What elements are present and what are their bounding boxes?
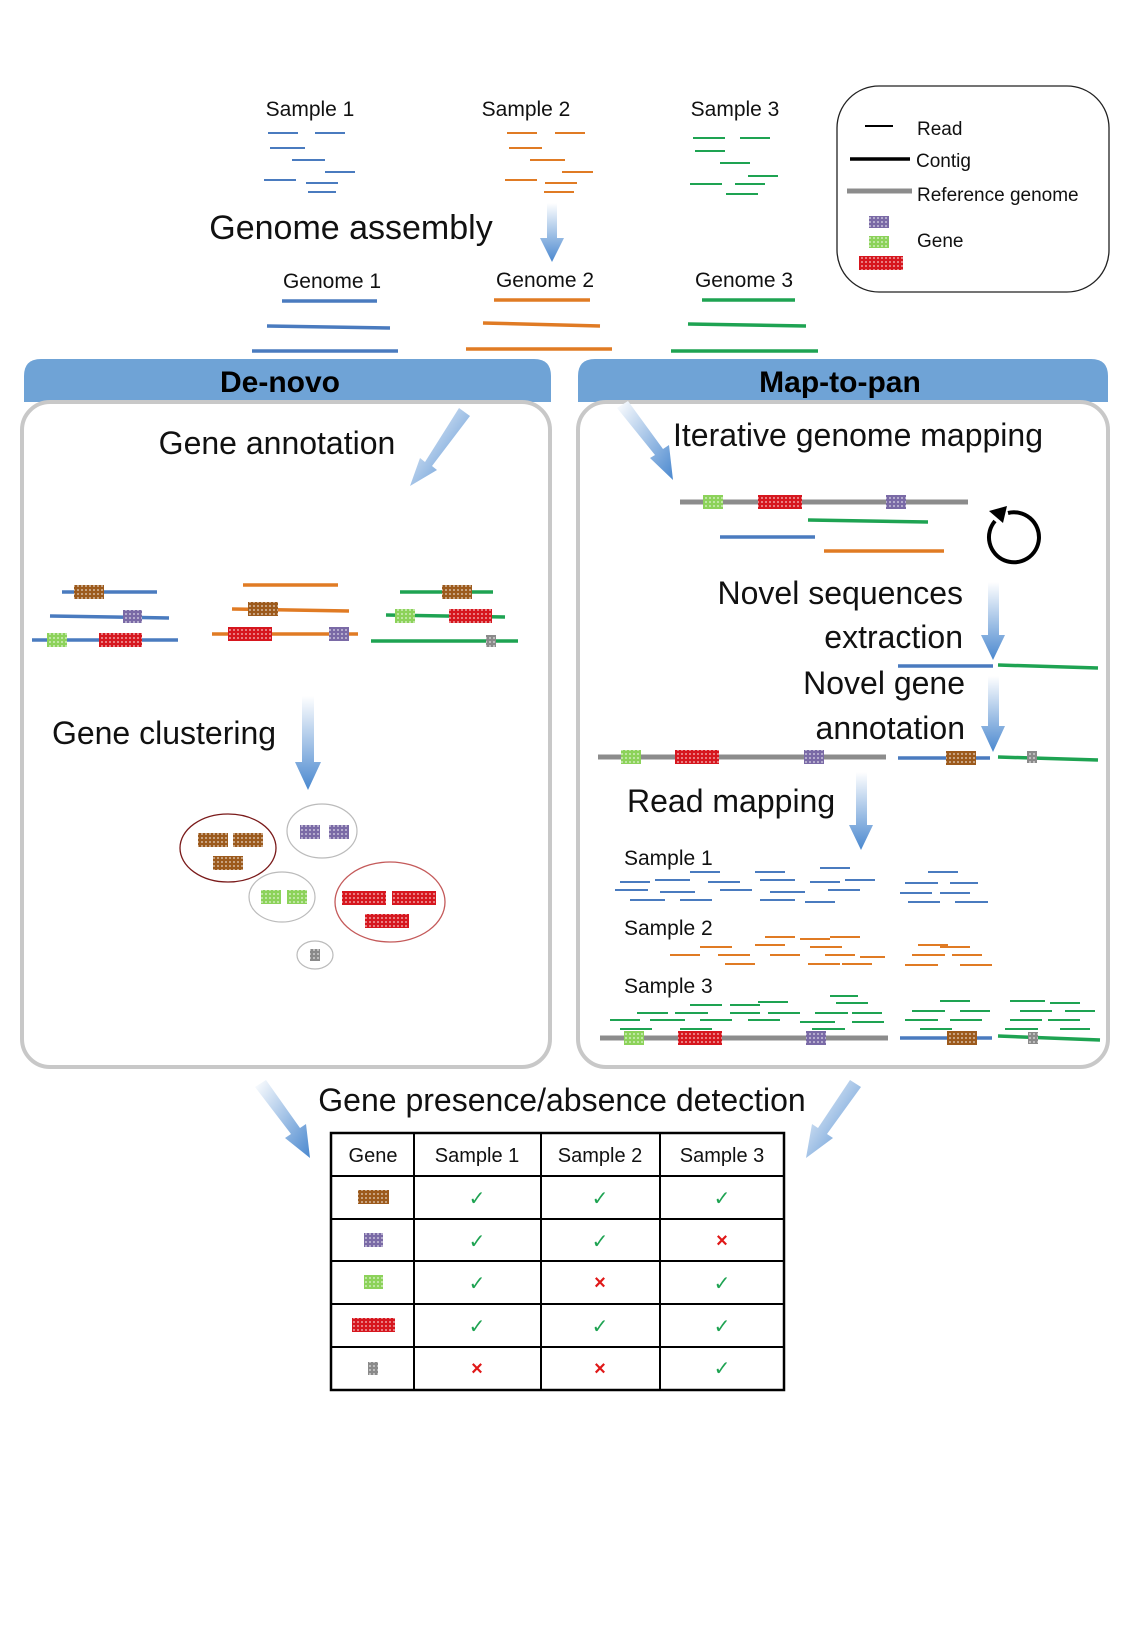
genome-2-label: Genome 2 xyxy=(496,269,594,292)
sample-1-label: Sample 1 xyxy=(266,98,355,121)
top-section: Sample 1 Sample 2 Sample 3 Genome assemb… xyxy=(209,98,818,353)
cluster-red xyxy=(334,861,446,943)
sample-2-label: Sample 2 xyxy=(482,98,571,121)
read-mapping-arrow xyxy=(849,772,873,850)
table-header-gene: Gene xyxy=(349,1145,398,1167)
mapping-sample-3-label: Sample 3 xyxy=(624,975,713,998)
assembly-arrow xyxy=(540,203,564,262)
left-to-table-arrow xyxy=(255,1080,310,1158)
genome-assembly-label: Genome assembly xyxy=(209,209,492,247)
table-header-sample-3: Sample 3 xyxy=(680,1145,765,1167)
sample-3-label: Sample 3 xyxy=(691,98,780,121)
table-cell-mark: ✓ xyxy=(469,1231,486,1253)
table-gene-icons xyxy=(352,1190,395,1375)
novel-gene-label-1: Novel gene xyxy=(803,665,965,701)
table-cell-mark: ✓ xyxy=(714,1188,731,1210)
cluster-green xyxy=(248,871,316,923)
table-header-sample-1: Sample 1 xyxy=(435,1145,520,1167)
novel-gene-label-2: annotation xyxy=(816,710,965,746)
detection-title: Gene presence/absence detection xyxy=(318,1082,805,1118)
gene-annotation-label: Gene annotation xyxy=(159,425,396,461)
genome-1-contigs xyxy=(252,299,398,353)
annotated-genome-2 xyxy=(212,583,358,641)
table-cell-mark: ✓ xyxy=(714,1316,731,1338)
presence-absence-table: Gene Sample 1 Sample 2 Sample 3 ✓ ✓ ✓ ✓ … xyxy=(329,1131,786,1392)
sample-2-reads xyxy=(505,132,593,193)
denovo-header-bar xyxy=(24,359,551,402)
cluster-brown xyxy=(179,813,277,883)
table-cell-mark: ✓ xyxy=(714,1273,731,1295)
iterative-mapping-label: Iterative genome mapping xyxy=(673,417,1043,453)
legend-reference-label: Reference genome xyxy=(917,185,1079,206)
right-to-table-arrow xyxy=(806,1080,861,1158)
maptopan-title: Map-to-pan xyxy=(759,366,921,399)
novel-contigs xyxy=(898,663,1099,670)
pan-genome-reference xyxy=(598,750,1099,765)
novel-seq-arrow xyxy=(981,582,1005,660)
annotated-genome-1 xyxy=(32,585,178,647)
table-cell-mark: ✓ xyxy=(469,1273,486,1295)
table-cell-mark: ✓ xyxy=(592,1231,609,1253)
cluster-grey xyxy=(296,940,334,970)
denovo-panel: De-novo Gene annotation xyxy=(20,359,552,1069)
table-cell-mark: × xyxy=(471,1358,483,1380)
maptopan-header-bar xyxy=(578,359,1108,402)
table-cell-mark: × xyxy=(594,1358,606,1380)
mapping-sample-2-reads xyxy=(670,936,992,966)
iterative-mapping-arrow xyxy=(617,401,673,480)
mapping-sample-1-reads xyxy=(615,867,988,903)
sample-3-reads xyxy=(690,137,778,195)
table-cell-mark: ✓ xyxy=(469,1316,486,1338)
table-cell-mark: ✓ xyxy=(714,1358,731,1380)
gene-clustering-arrow xyxy=(295,696,321,790)
legend-read-label: Read xyxy=(917,119,962,140)
gene-clusters xyxy=(179,803,446,970)
legend-gene-icons xyxy=(859,216,903,270)
table-cell-mark: ✓ xyxy=(592,1188,609,1210)
mapping-sample-1-label: Sample 1 xyxy=(624,847,713,870)
legend-gene-label: Gene xyxy=(917,231,963,252)
denovo-title: De-novo xyxy=(220,366,340,399)
gene-clustering-label: Gene clustering xyxy=(52,715,276,751)
novel-gene-arrow xyxy=(981,676,1005,752)
table-cell-mark: × xyxy=(716,1230,728,1252)
sample-1-reads xyxy=(264,132,355,193)
final-reference-line xyxy=(600,1031,1101,1045)
novel-seq-label-1: Novel sequences xyxy=(718,575,963,611)
table-cell-mark: × xyxy=(594,1272,606,1294)
legend-contig-label: Contig xyxy=(916,151,971,172)
detection-section: Gene presence/absence detection Gene Sam… xyxy=(255,1080,861,1392)
maptopan-panel: Map-to-pan Iterative genome mapping Nove… xyxy=(576,359,1110,1069)
genome-1-label: Genome 1 xyxy=(283,270,381,293)
legend-box xyxy=(836,85,1110,293)
genome-2-contigs xyxy=(466,298,612,351)
table-header-sample-2: Sample 2 xyxy=(558,1145,643,1167)
read-mapping-label: Read mapping xyxy=(627,783,835,819)
cluster-purple xyxy=(286,803,358,859)
genome-3-label: Genome 3 xyxy=(695,269,793,292)
iteration-loop-icon xyxy=(987,506,1041,565)
annotated-genome-3 xyxy=(371,585,518,647)
genome-3-contigs xyxy=(671,298,818,353)
table-cell-mark: ✓ xyxy=(592,1316,609,1338)
table-cell-mark: ✓ xyxy=(469,1188,486,1210)
legend: Read Contig Reference genome Gene xyxy=(836,85,1110,293)
mapping-sample-2-label: Sample 2 xyxy=(624,917,713,940)
mapping-sample-3-reads xyxy=(610,995,1095,1030)
iterative-mapping-graphic xyxy=(680,495,968,553)
novel-seq-label-2: extraction xyxy=(824,619,963,655)
gene-annotation-arrow xyxy=(410,408,470,486)
